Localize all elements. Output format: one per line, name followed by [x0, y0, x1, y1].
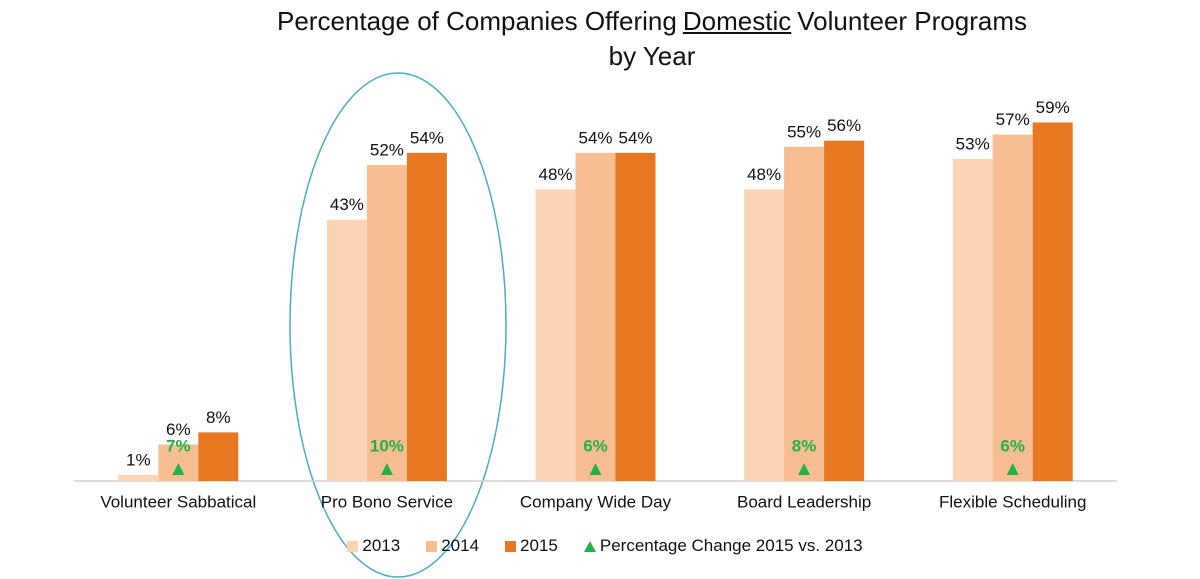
bar — [118, 474, 159, 481]
legend-label: 2014 — [441, 536, 480, 555]
legend-swatch — [426, 540, 438, 552]
change-label: 6% — [583, 436, 608, 455]
x-tick-label: Board Leadership — [737, 492, 871, 511]
bar — [744, 189, 785, 482]
bar — [326, 219, 367, 481]
change-marker — [589, 463, 602, 475]
legend-item: Percentage Change 2015 vs. 2013 — [583, 536, 863, 556]
data-label: 54% — [578, 128, 612, 147]
data-label: 48% — [538, 165, 572, 184]
bar — [575, 152, 616, 481]
change-marker — [380, 463, 393, 475]
bar — [535, 189, 576, 482]
x-tick-label: Flexible Scheduling — [939, 492, 1086, 511]
change-label: 8% — [792, 436, 817, 455]
bar — [615, 152, 656, 481]
change-label: 10% — [370, 436, 404, 455]
highlight-ellipse — [289, 72, 507, 578]
legend: 2013 2014 2015 Percentage Change 2015 vs. 2… — [0, 536, 1200, 556]
chart-title: Percentage of Companies Offering Domestic… — [150, 4, 1154, 74]
data-label: 43% — [330, 195, 364, 214]
data-label: 54% — [410, 128, 444, 147]
data-label: 6% — [166, 420, 191, 439]
change-label: 6% — [1000, 436, 1025, 455]
data-label: 53% — [956, 134, 990, 153]
legend-item: 2014 — [426, 536, 479, 556]
data-label: 56% — [827, 116, 861, 135]
bar — [784, 146, 825, 481]
x-tick-label: Pro Bono Service — [321, 492, 453, 511]
bar — [952, 158, 993, 481]
data-label: 57% — [996, 110, 1030, 129]
x-tick-label: Volunteer Sabbatical — [100, 492, 256, 511]
data-label: 48% — [747, 165, 781, 184]
legend-item: 2013 — [347, 536, 400, 556]
data-label: 1% — [126, 450, 151, 469]
legend-swatch — [583, 540, 596, 552]
legend-label: 2015 — [520, 536, 558, 555]
change-marker — [1006, 463, 1019, 475]
legend-label: Percentage Change 2015 vs. 2013 — [599, 536, 863, 555]
legend-label: 2013 — [362, 536, 401, 555]
legend-swatch — [347, 540, 359, 552]
bar — [824, 140, 865, 481]
change-marker — [172, 463, 185, 475]
x-tick-label: Company Wide Day — [520, 492, 672, 511]
bar — [366, 165, 407, 481]
title-part: Volunteer Programs — [797, 6, 1028, 36]
title-part: Percentage of Companies Offering — [276, 6, 677, 36]
bar — [1032, 122, 1073, 481]
legend-item: 2015 — [505, 536, 558, 556]
data-label: 55% — [787, 122, 821, 141]
title-part: Domestic — [682, 6, 792, 36]
legend-swatch — [505, 540, 517, 552]
bar — [992, 134, 1033, 481]
data-label: 8% — [206, 408, 231, 427]
bar — [198, 432, 239, 481]
data-label: 52% — [370, 140, 404, 159]
bar — [406, 152, 447, 481]
data-label: 54% — [618, 128, 652, 147]
change-label: 7% — [166, 436, 191, 455]
change-marker — [798, 463, 811, 475]
title-part: by Year — [608, 41, 696, 71]
data-label: 59% — [1036, 98, 1070, 117]
